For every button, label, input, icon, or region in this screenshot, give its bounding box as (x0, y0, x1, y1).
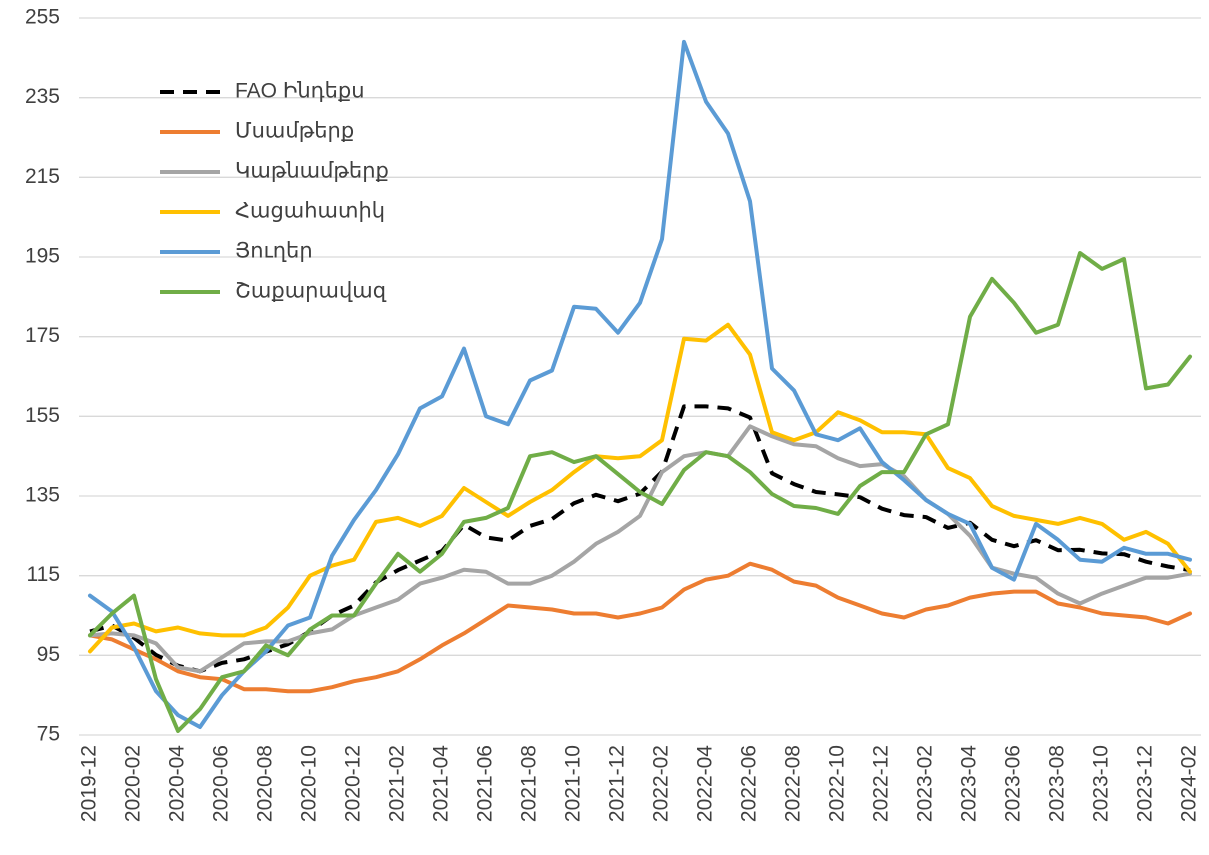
x-tick-label: 2020-12 (342, 745, 365, 822)
x-tick-label: 2022-10 (826, 745, 849, 822)
y-tick-label: 175 (25, 324, 60, 347)
legend-label: FAO Ինդեքս (235, 80, 365, 103)
x-tick-label: 2023-12 (1134, 745, 1157, 822)
legend-label: Շաքարավազ (235, 280, 387, 303)
series-line (88, 322, 1192, 654)
x-tick-label: 2021-10 (562, 745, 585, 822)
legend-label: Հացահատիկ (235, 200, 385, 223)
x-tick-label: 2023-02 (914, 745, 937, 822)
series-line (88, 561, 1192, 694)
x-tick-label: 2023-10 (1090, 745, 1113, 822)
x-tick-label: 2023-08 (1046, 745, 1069, 822)
x-tick-label: 2021-08 (518, 745, 541, 822)
legend-label: Կաթնամթերք (235, 160, 389, 183)
x-tick-label: 2022-02 (650, 745, 673, 822)
x-tick-label: 2022-06 (738, 745, 761, 822)
x-tick-label: 2021-06 (474, 745, 497, 822)
y-tick-label: 255 (25, 6, 60, 29)
x-tick-label: 2020-10 (298, 745, 321, 822)
x-tick-label: 2021-04 (430, 745, 453, 822)
y-tick-label: 215 (25, 165, 60, 188)
y-tick-label: 155 (25, 404, 60, 427)
y-tick-label: 95 (37, 643, 60, 666)
y-tick-label: 75 (37, 723, 60, 746)
x-tick-label: 2019-12 (78, 745, 101, 822)
x-tick-label: 2021-02 (386, 745, 409, 822)
x-tick-label: 2022-04 (694, 745, 717, 822)
x-tick-label: 2022-12 (870, 745, 893, 822)
x-tick-label: 2024-02 (1178, 745, 1201, 822)
y-tick-label: 235 (25, 85, 60, 108)
legend-label: Մսամթերք (235, 120, 354, 143)
x-tick-label: 2023-04 (958, 745, 981, 822)
x-tick-label: 2020-08 (254, 745, 277, 822)
y-tick-label: 115 (27, 563, 60, 586)
x-tick-label: 2020-06 (210, 745, 233, 822)
x-tick-label: 2022-08 (782, 745, 805, 822)
x-tick-label: 2020-02 (122, 745, 145, 822)
series-line (88, 251, 1192, 733)
x-tick-label: 2023-06 (1002, 745, 1025, 822)
y-tick-label: 135 (25, 484, 60, 507)
x-tick-label: 2020-04 (166, 745, 189, 822)
legend-label: Յուղեր (235, 240, 313, 263)
y-tick-label: 195 (25, 245, 60, 268)
series-line (88, 39, 1192, 729)
x-tick-label: 2021-12 (606, 745, 629, 822)
